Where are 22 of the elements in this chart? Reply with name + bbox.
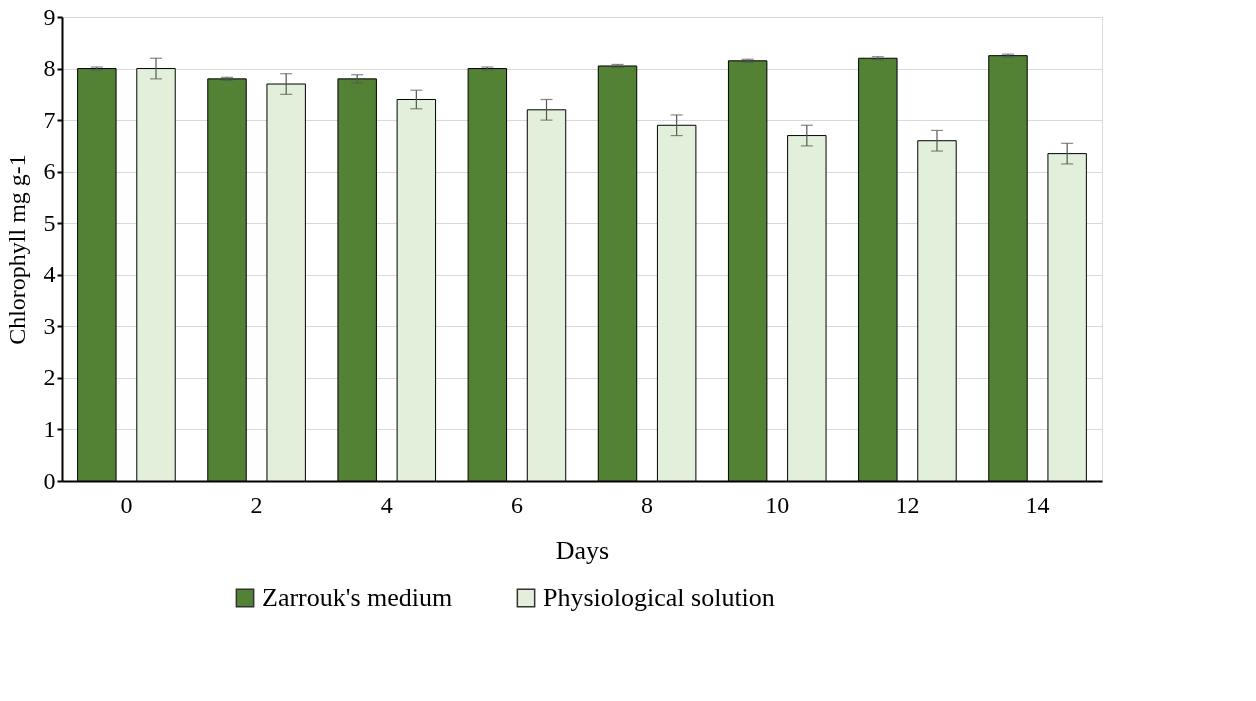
y-tick-label: 5 [43,209,56,236]
y-tick-label: 2 [43,364,56,391]
y-tick-label: 6 [43,158,56,185]
x-tick-label: 8 [641,491,654,518]
x-tick-label: 2 [250,491,263,518]
x-tick-label: 0 [120,491,133,518]
y-axis-title: Chlorophyll mg g-1 [3,154,30,345]
x-axis-title: Days [555,535,610,565]
legend-label: Zarrouk's medium [262,583,453,612]
x-tick-label: 12 [895,491,920,518]
y-tick-label: 9 [43,3,56,30]
x-tick-label: 14 [1025,491,1050,518]
x-tick-label: 4 [380,491,393,518]
y-tick-label: 1 [43,415,56,442]
x-tick-label: 10 [765,491,790,518]
y-tick-label: 4 [43,261,56,288]
legend-label: Physiological solution [543,583,775,612]
y-tick-label: 3 [43,312,56,339]
y-tick-label: 0 [43,467,56,494]
y-tick-label: 8 [43,55,56,82]
x-tick-label: 6 [510,491,523,518]
y-tick-label: 7 [43,106,56,133]
